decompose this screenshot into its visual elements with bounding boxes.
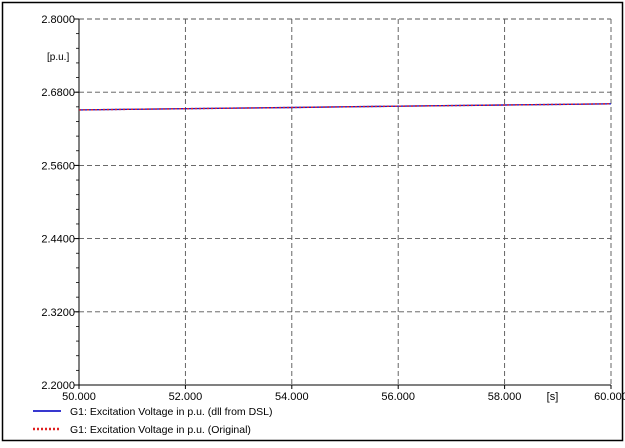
- x-tick-label: 54.000: [275, 391, 309, 403]
- x-tick-label: 56.000: [381, 391, 415, 403]
- legend-label: G1: Excitation Voltage in p.u. (Original…: [70, 424, 251, 436]
- legend: G1: Excitation Voltage in p.u. (dll from…: [33, 406, 273, 436]
- y-tick-label: 2.8000: [41, 14, 75, 26]
- x-tick-label: 50.000: [62, 391, 96, 403]
- tick-labels: 2.2000 2.3200 2.4400 2.5600 2.6800 2.8000 50.0…: [41, 14, 625, 403]
- series-line: [78, 103, 612, 111]
- y-tick-label: 2.6800: [41, 87, 75, 99]
- y-unit-label: [p.u.]: [47, 52, 69, 63]
- y-tick-label: 2.3200: [41, 307, 75, 319]
- grid: [79, 18, 612, 385]
- y-tick-label: 2.4400: [41, 234, 75, 246]
- x-tick-label: 52.000: [169, 391, 203, 403]
- x-tick-label: 60.000: [594, 391, 625, 403]
- legend-label: G1: Excitation Voltage in p.u. (dll from…: [70, 406, 273, 418]
- x-tick-label: 58.000: [488, 391, 522, 403]
- x-unit-label: [s]: [547, 391, 559, 403]
- y-tick-label: 2.2000: [41, 380, 75, 392]
- series-lines: [78, 103, 612, 111]
- y-tick-label: 2.5600: [41, 160, 75, 172]
